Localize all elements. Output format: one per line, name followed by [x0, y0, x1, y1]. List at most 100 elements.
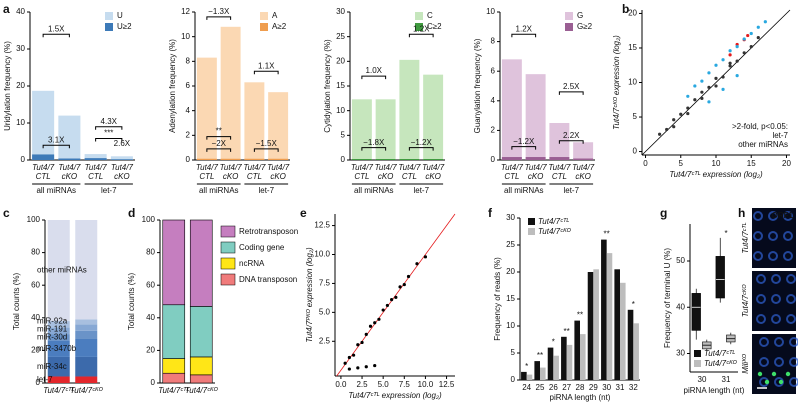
bar-segment: [162, 372, 186, 384]
annotation: −1.8X: [363, 138, 385, 147]
annotation: 1.2X: [516, 24, 533, 33]
point: [728, 53, 732, 57]
x-tick-label: Tut4/7: [111, 163, 134, 172]
bar-segment: [47, 340, 70, 357]
point: [368, 324, 373, 328]
x-tick-label: 5.0: [378, 380, 390, 389]
x-tick-label: 15: [747, 159, 756, 168]
nucleus: [768, 231, 778, 241]
y-tick-label: 10: [181, 32, 190, 41]
x-tick-label: 7.5: [399, 380, 411, 389]
segment-label: let-7: [37, 375, 53, 384]
point: [385, 303, 389, 308]
annotation: 3.1X: [48, 135, 65, 144]
y-tick-label: 15: [336, 81, 345, 90]
nucleus: [786, 314, 796, 324]
bar: [553, 355, 559, 380]
bar-segment: [47, 220, 70, 322]
y-tick-label: 6: [186, 81, 191, 90]
y-tick-label: 100: [142, 215, 156, 224]
nucleus: [783, 251, 793, 261]
point: [672, 125, 676, 129]
point: [394, 295, 398, 299]
y-tick-label: 4: [491, 96, 496, 105]
y-tick-label: 8: [186, 56, 191, 65]
bar: [627, 309, 634, 380]
x-tick-label: Tut4/7: [243, 163, 266, 172]
legend-label: Coding gene: [239, 243, 285, 252]
bracket: [42, 144, 70, 149]
bar: [196, 158, 217, 160]
y-axis-label: Guanylation frequency (%): [473, 38, 482, 133]
bar: [399, 159, 420, 160]
x-tick-label: 27: [562, 383, 571, 392]
bar: [593, 269, 599, 380]
x-tick-label: 12.5: [439, 380, 455, 389]
y-tick-label: 10: [16, 118, 25, 127]
panel-letter: b: [622, 2, 629, 16]
bracket: [253, 70, 279, 75]
row-label: Tut4/7ᶜᴷᴼ: [741, 284, 750, 318]
y-tick-label: 10: [506, 321, 515, 330]
bar-segment: [189, 306, 213, 358]
annotation: −1.2X: [513, 137, 535, 146]
legend-label: other miRNAs: [738, 140, 788, 149]
group-label: all miRNAs: [36, 186, 76, 195]
point: [742, 51, 746, 55]
x-tick-label: CTL: [504, 172, 519, 181]
bar: [220, 26, 241, 160]
point: [423, 255, 428, 259]
point: [686, 106, 690, 110]
bar: [526, 374, 533, 380]
bar: [561, 336, 567, 380]
bar: [501, 157, 522, 160]
bar-segment: [75, 220, 98, 320]
y-tick-label: 5.0: [319, 307, 331, 316]
panel-letter: g: [660, 206, 667, 220]
group-label: all miRNAs: [354, 186, 394, 195]
y-tick-label: 30: [676, 349, 685, 358]
nucleus: [771, 294, 781, 304]
bar: [196, 57, 217, 161]
point: [343, 361, 347, 365]
annotation: 1.5X: [48, 24, 65, 33]
x-tick-label: 0.0: [335, 380, 347, 389]
bar-segment: [162, 358, 186, 374]
bracket: [408, 33, 434, 38]
point: [749, 31, 753, 36]
legend-label: A≥2: [272, 22, 287, 31]
bracket: [253, 148, 279, 152]
bar: [525, 157, 546, 160]
point: [356, 366, 360, 370]
row-label: Miliᴷᴼ: [741, 353, 750, 374]
x-tick-label: Tut4/7: [351, 163, 374, 172]
orf1-signal: [764, 379, 770, 385]
bar: [244, 158, 265, 160]
point: [728, 49, 732, 53]
y-tick-label: 40: [31, 313, 40, 322]
bracket: [511, 146, 537, 150]
x-tick-label: Tut4/7: [548, 163, 571, 172]
bar: [601, 239, 607, 380]
group-label: all miRNAs: [199, 186, 239, 195]
annotation: 1.0X: [366, 66, 383, 75]
annotation: **: [216, 127, 222, 136]
bracket: [206, 148, 232, 152]
point: [406, 274, 411, 279]
point: [700, 90, 704, 94]
point: [749, 44, 753, 49]
annotation: 2.5X: [563, 82, 580, 91]
micrograph: [752, 334, 796, 394]
bar-segment: [162, 304, 186, 359]
x-tick-label: Tut4/7: [501, 163, 524, 172]
y-tick-label: 40: [16, 7, 25, 16]
bar-segment: [75, 319, 98, 325]
nucleus: [753, 251, 763, 261]
bar: [614, 269, 620, 380]
bar-segment: [189, 219, 213, 307]
bracket: [95, 126, 123, 130]
bar: [268, 158, 289, 160]
point: [665, 127, 669, 132]
x-tick-label: 25: [536, 383, 545, 392]
panel-letter: f: [488, 206, 493, 220]
